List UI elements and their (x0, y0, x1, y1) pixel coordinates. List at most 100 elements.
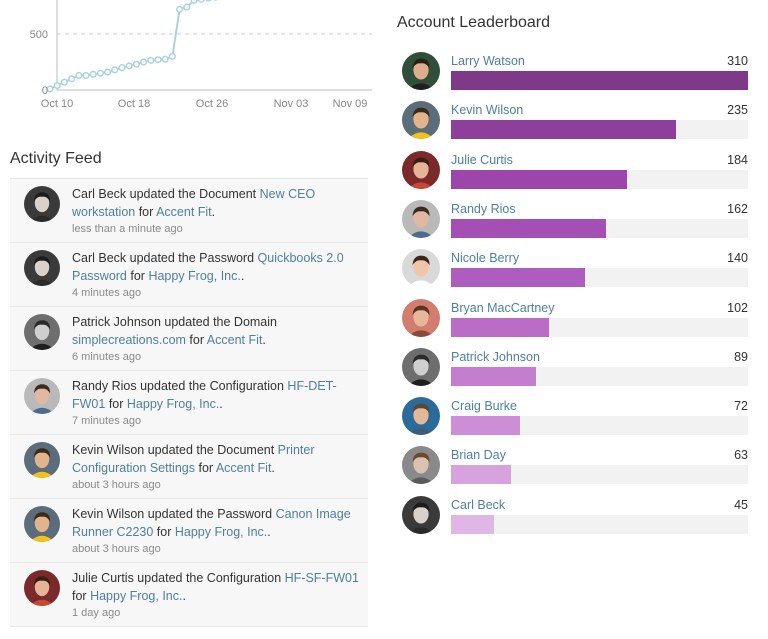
leaderboard-row: Craig Burke 72 (397, 395, 748, 441)
leaderboard-score: 310 (727, 54, 748, 68)
feed-for-text: for (105, 397, 127, 411)
feed-action-text: Patrick Johnson updated the Domain (72, 315, 277, 329)
data-point (197, 0, 205, 3)
data-point (183, 3, 191, 11)
data-point (132, 60, 140, 68)
feed-timestamp: about 3 hours ago (72, 543, 161, 555)
leaderboard-row: Randy Rios 162 (397, 198, 748, 244)
leaderboard-row: Patrick Johnson 89 (397, 346, 748, 392)
leaderboard-bar-track (451, 169, 748, 189)
leaderboard-name-link[interactable]: Bryan MacCartney (451, 300, 555, 315)
leaderboard-name-link[interactable]: Carl Beck (451, 497, 506, 512)
feed-for-text: for (72, 589, 91, 603)
feed-for-text: for (195, 461, 216, 475)
leaderboard-bar-track (451, 465, 748, 485)
feed-item: Julie Curtis updated the Configuration H… (10, 563, 368, 627)
avatar (24, 314, 60, 350)
feed-period: . (219, 397, 223, 411)
feed-account-link[interactable]: Happy Frog, Inc. (174, 525, 268, 539)
leaderboard-bar (451, 268, 586, 288)
data-point (205, 0, 212, 2)
activity-feed-title: Activity Feed (10, 150, 102, 167)
feed-item: Carl Beck updated the Document New CEO w… (10, 179, 368, 243)
leaderboard-score: 102 (727, 300, 748, 315)
leaderboard-score: 235 (727, 103, 748, 118)
avatar (402, 298, 440, 337)
leaderboard-row: Nicole Berry 140 (397, 247, 748, 293)
feed-item: Randy Rios updated the Configuration HF-… (10, 371, 368, 435)
feed-account-link[interactable]: Accent Fit (156, 205, 212, 219)
feed-for-text: for (153, 525, 175, 539)
leaderboard-bar (451, 465, 512, 485)
feed-item-link[interactable]: New CEO workstation (72, 187, 316, 219)
avatar (24, 506, 60, 542)
x-tick-label: Oct 18 (118, 98, 150, 110)
leaderboard-row: Brian Day 63 (397, 444, 748, 490)
leaderboard-bar (451, 366, 537, 386)
leaderboard-title: Account Leaderboard (397, 14, 550, 31)
leaderboard-score: 89 (734, 349, 748, 364)
feed-account-link[interactable]: Happy Frog, Inc. (148, 269, 241, 283)
leaderboard-bar-track (451, 317, 748, 337)
feed-for-text: for (126, 269, 149, 283)
data-point (68, 75, 76, 83)
data-point (60, 78, 68, 86)
feed-action-text: Randy Rios updated the Configuration (72, 379, 288, 393)
feed-text: Carl Beck updated the Document New CEO w… (72, 185, 362, 242)
feed-action-text: Julie Curtis updated the Configuration (72, 571, 285, 585)
data-point (89, 70, 97, 78)
data-point (111, 66, 119, 74)
leaderboard-bar-track (451, 268, 748, 288)
avatar (24, 378, 60, 414)
feed-item-link[interactable]: Quickbooks 2.0 Password (72, 251, 344, 283)
data-point (176, 5, 184, 13)
feed-item: Patrick Johnson updated the Domain simpl… (10, 307, 368, 371)
leaderboard-name-link[interactable]: Craig Burke (451, 399, 517, 414)
feed-item-link[interactable]: Canon Image Runner C2230 (72, 507, 351, 539)
feed-text: Carl Beck updated the Password Quickbook… (72, 249, 362, 306)
data-point (154, 56, 162, 64)
leaderboard-bar-track (451, 514, 748, 534)
feed-text: Julie Curtis updated the Configuration H… (72, 569, 362, 626)
avatar (24, 250, 60, 286)
leaderboard-bar-track (451, 218, 748, 238)
leaderboard-name-link[interactable]: Kevin Wilson (451, 103, 524, 118)
leaderboard-score: 184 (727, 152, 748, 167)
leaderboard-name-link[interactable]: Julie Curtis (451, 152, 513, 167)
avatar (402, 150, 440, 189)
avatar (402, 446, 440, 485)
feed-account-link[interactable]: Accent Fit (206, 333, 263, 347)
feed-timestamp: less than a minute ago (72, 223, 183, 235)
feed-account-link[interactable]: Happy Frog, Inc. (126, 397, 220, 411)
leaderboard-score: 140 (727, 251, 748, 266)
feed-item-link[interactable]: HF-SF-FW01 (284, 571, 359, 585)
data-point (118, 64, 126, 72)
feed-account-link[interactable]: Happy Frog, Inc. (90, 589, 183, 603)
leaderboard-name-link[interactable]: Randy Rios (451, 201, 516, 216)
feed-action-text: Carl Beck updated the Document (72, 187, 260, 201)
feed-action-text: Kevin Wilson updated the Document (72, 443, 278, 457)
leaderboard-name-link[interactable]: Patrick Johnson (451, 349, 540, 364)
leaderboard-name-link[interactable]: Nicole Berry (451, 251, 520, 266)
feed-item-link[interactable]: simplecreations.com (72, 333, 186, 347)
leaderboard-bar-track (451, 416, 748, 436)
data-point (53, 81, 61, 90)
feed-period: . (267, 525, 271, 539)
avatar (402, 52, 440, 90)
feed-account-link[interactable]: Accent Fit (215, 461, 272, 475)
feed-for-text: for (135, 205, 157, 219)
feed-item-link[interactable]: HF-DET-FW01 (72, 379, 337, 411)
feed-timestamp: about 3 hours ago (72, 479, 161, 491)
leaderboard-score: 72 (734, 399, 748, 414)
data-point (168, 52, 176, 60)
x-tick-label: Oct 26 (196, 98, 228, 110)
feed-item-link[interactable]: Printer Configuration Settings (72, 443, 315, 475)
leaderboard-name-link[interactable]: Brian Day (451, 448, 506, 463)
leaderboard-bar-track (451, 366, 748, 386)
feed-text: Patrick Johnson updated the Domain simpl… (72, 313, 362, 370)
leaderboard-name-link[interactable]: Larry Watson (451, 54, 525, 68)
feed-period: . (240, 269, 245, 283)
feed-timestamp: 1 day ago (72, 607, 121, 619)
leaderboard-bar (451, 120, 677, 140)
feed-for-text: for (185, 333, 207, 347)
